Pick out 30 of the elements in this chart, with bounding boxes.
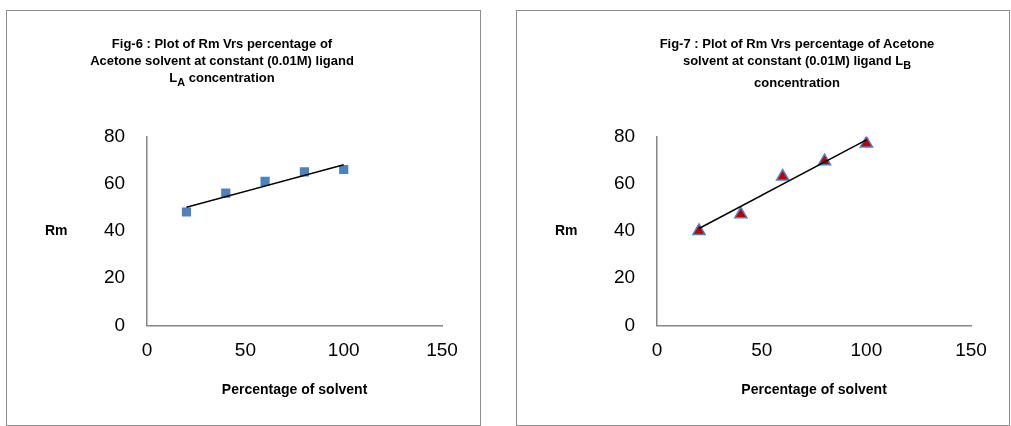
y-tick-label: 0 <box>624 313 636 335</box>
y-tick-label: 0 <box>114 313 126 335</box>
x-axis-title: Percentage of solvent <box>741 381 888 398</box>
x-tick-label: 50 <box>751 339 773 361</box>
chart-title: Fig-7 : Plot of Rm Vrs percentage of Acetone solvent at constant (0.01M) ligand L$_{B}$ concentration <box>659 36 935 90</box>
point <box>734 206 748 219</box>
x-tick-label: 50 <box>234 339 256 361</box>
point <box>260 176 270 186</box>
y-axis-title: Rm <box>45 221 68 238</box>
x-tick-label: 100 <box>850 339 883 361</box>
x-tick-label: 150 <box>955 339 987 361</box>
y-tick-label: 20 <box>103 266 126 288</box>
y-tick-label: 60 <box>103 171 126 193</box>
point <box>692 223 706 236</box>
point <box>859 136 874 148</box>
y-tick-label: 20 <box>613 266 636 288</box>
x-axis-title: Percentage of solvent <box>221 381 368 398</box>
x-tick-label: 150 <box>426 339 458 361</box>
chart-title: Fig-6 : Plot of Rm Vrs percentage of Acetone solvent at constant (0.01M) ligand L$_{A}$ concentration <box>89 35 355 90</box>
y-axis-title: Rm <box>555 221 578 238</box>
y-tick-label: 80 <box>103 124 126 146</box>
x-tick-label: 100 <box>327 339 360 361</box>
y-tick-label: 80 <box>613 124 636 146</box>
point <box>775 168 790 181</box>
y-tick-label: 40 <box>103 219 126 241</box>
y-tick-label: 60 <box>613 171 636 193</box>
y-tick-label: 40 <box>613 219 636 241</box>
x-tick-label: 0 <box>651 339 663 361</box>
x-tick-label: 0 <box>141 339 153 361</box>
point <box>181 207 192 217</box>
